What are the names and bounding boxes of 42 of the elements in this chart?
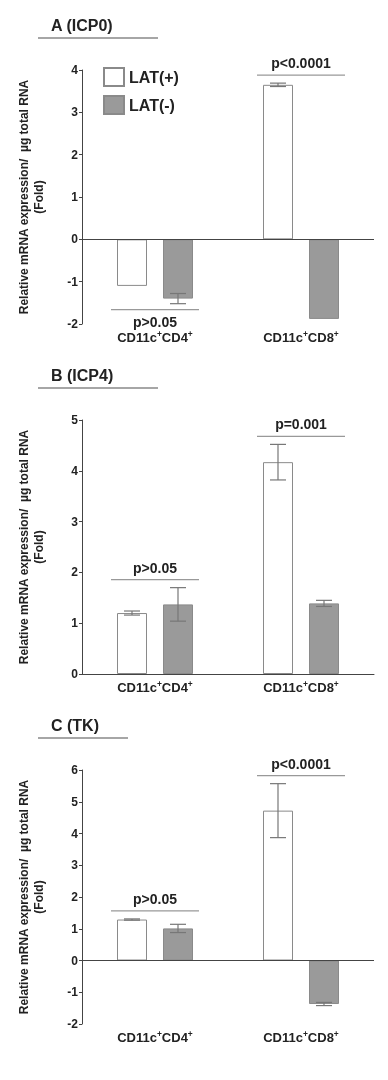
y-tick-label: 3 bbox=[71, 858, 79, 873]
legend-label: LAT(+) bbox=[129, 68, 179, 86]
y-tick-label: 2 bbox=[71, 147, 79, 162]
y-tick-label: 4 bbox=[71, 63, 79, 77]
y-tick-label: 1 bbox=[71, 921, 79, 936]
y-tick-label: 2 bbox=[71, 890, 79, 904]
y-tick-label: -2 bbox=[67, 1017, 79, 1031]
x-tick-label: CD11c+CD4+ bbox=[117, 1029, 193, 1045]
y-tick-label: 3 bbox=[71, 105, 79, 120]
y-tick-label: 5 bbox=[71, 794, 79, 809]
y-tick-label: -1 bbox=[67, 274, 79, 289]
y-tick-label: 1 bbox=[71, 616, 79, 631]
x-tick-label: CD11c+CD4+ bbox=[117, 329, 193, 345]
x-tick-label: CD11c+CD8+ bbox=[263, 1029, 339, 1045]
y-tick-label: 6 bbox=[71, 763, 79, 777]
annotation: p<0.0001 bbox=[271, 55, 331, 72]
x-tick-label: CD11c+CD8+ bbox=[263, 329, 339, 345]
annotation: p=0.001 bbox=[275, 416, 328, 433]
y-tick-label: -2 bbox=[67, 317, 79, 331]
annotation: p>0.05 bbox=[133, 559, 178, 576]
y-axis-title: Relative mRNA expression/ µg total RNA (Fold) bbox=[16, 429, 46, 665]
y-tick-label: 0 bbox=[71, 667, 79, 681]
chart-title: B (ICP4) bbox=[51, 366, 114, 384]
annotation: p>0.05 bbox=[133, 890, 178, 907]
y-axis-title: Relative mRNA expression/ µg total RNA (Fold) bbox=[16, 79, 46, 315]
y-tick-label: 4 bbox=[71, 463, 79, 478]
y-tick-label: 4 bbox=[71, 826, 79, 841]
y-tick-label: 1 bbox=[71, 190, 79, 204]
y-tick-label: 5 bbox=[71, 413, 79, 427]
annotation: p<0.0001 bbox=[271, 755, 331, 772]
x-tick-label: CD11c+CD8+ bbox=[263, 679, 339, 695]
y-tick-label: 2 bbox=[71, 565, 79, 580]
y-tick-label: -1 bbox=[67, 985, 79, 1000]
chart-title: A (ICP0) bbox=[51, 16, 113, 34]
y-axis-title: Relative mRNA expression/ µg total RNA (Fold) bbox=[16, 779, 46, 1015]
chart-title: C (TK) bbox=[51, 716, 99, 734]
x-tick-label: CD11c+CD4+ bbox=[117, 679, 193, 695]
y-tick-label: 3 bbox=[71, 514, 79, 529]
legend-label: LAT(-) bbox=[129, 96, 175, 114]
annotation: p>0.05 bbox=[133, 313, 178, 330]
y-tick-label: 0 bbox=[71, 953, 79, 968]
y-tick-label: 0 bbox=[71, 232, 79, 247]
